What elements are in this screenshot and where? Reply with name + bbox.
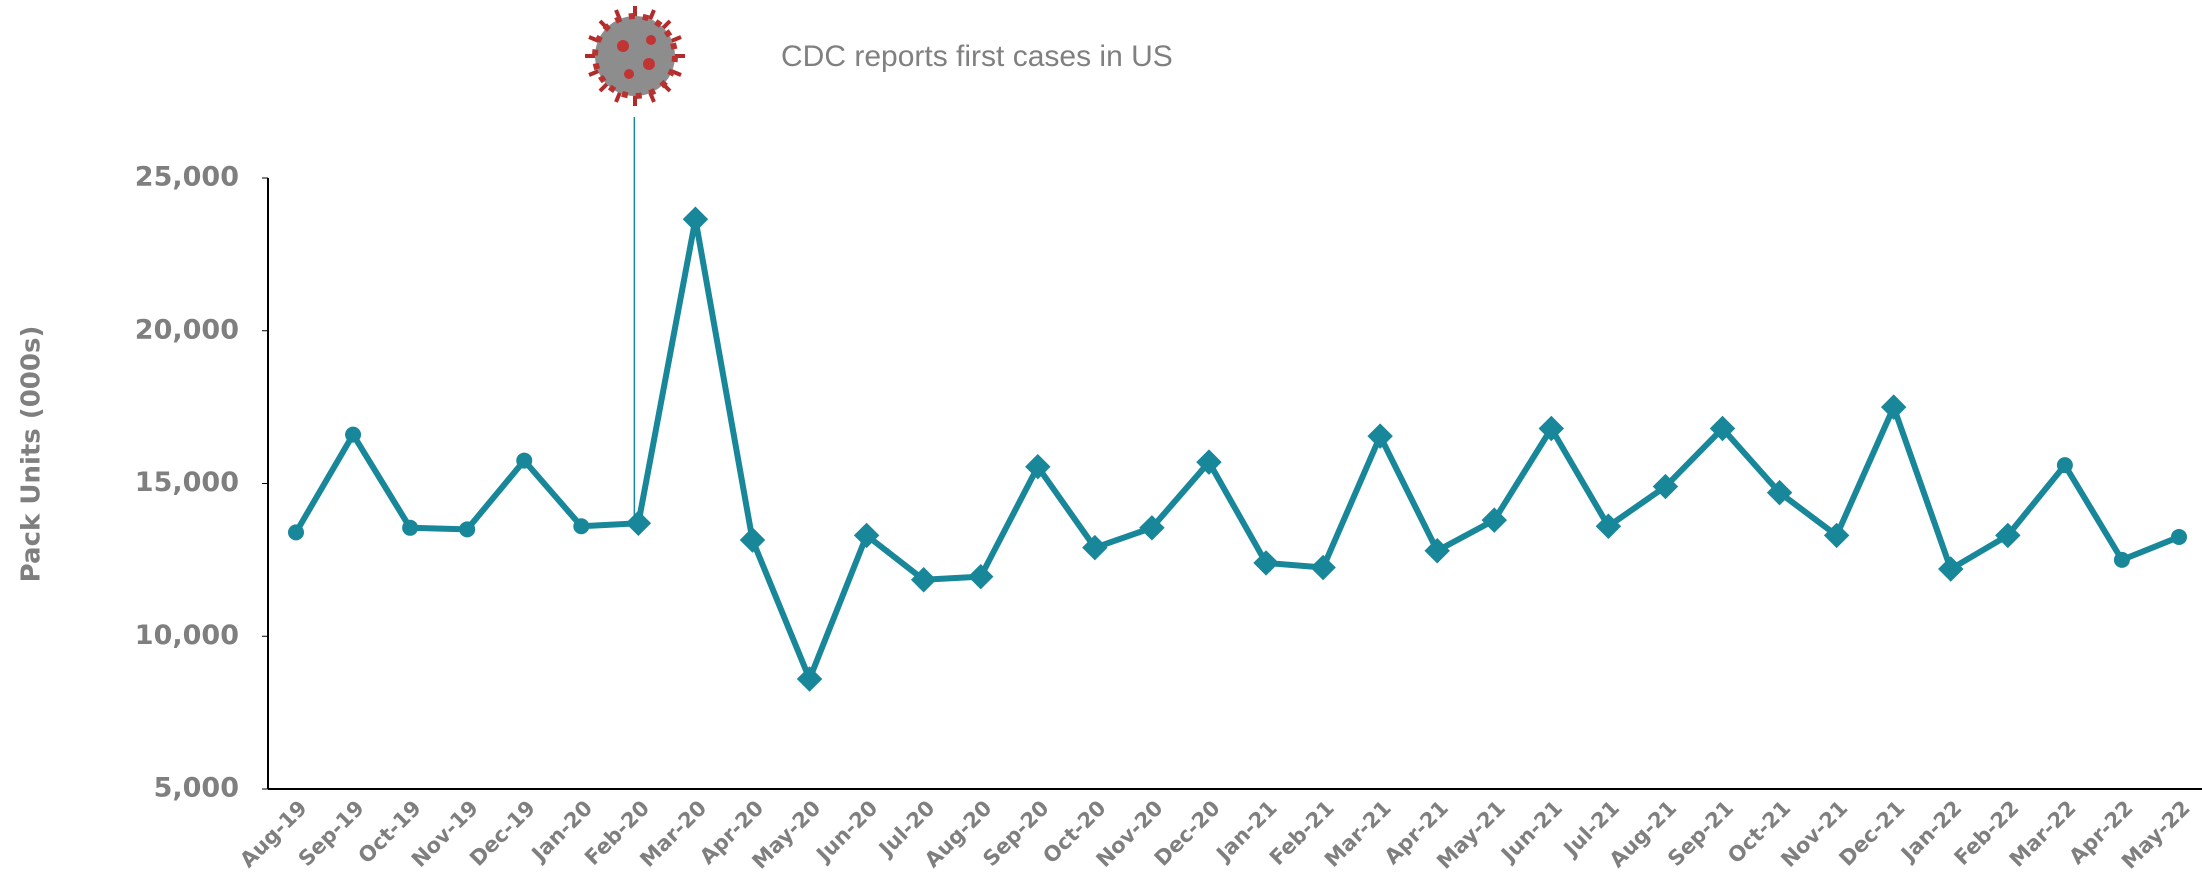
y-tick-label: 20,000	[135, 314, 239, 345]
marker	[1310, 555, 1335, 580]
data-line	[296, 219, 2179, 679]
marker	[402, 520, 418, 536]
page: Pack Units (000s) CDC reports first case…	[0, 0, 2202, 888]
y-tick-label: 5,000	[154, 773, 239, 804]
marker	[1424, 538, 1449, 563]
marker	[626, 510, 651, 535]
y-axis-title: Pack Units (000s)	[17, 326, 47, 583]
y-tick-label: 10,000	[135, 620, 239, 651]
x-tick-label: Jun-20	[811, 796, 883, 868]
marker	[345, 427, 361, 443]
annotation-text: CDC reports first cases in US	[781, 40, 1173, 73]
marker	[1253, 550, 1278, 575]
marker	[2057, 457, 2073, 473]
marker	[740, 527, 765, 552]
marker	[2171, 529, 2187, 545]
chart: Pack Units (000s) CDC reports first case…	[0, 0, 2202, 888]
virus-icon	[585, 6, 685, 106]
marker	[1881, 394, 1906, 419]
marker	[288, 524, 304, 540]
marker	[2114, 552, 2130, 568]
marker	[573, 518, 589, 534]
marker	[459, 521, 475, 537]
x-tick-label: Jun-21	[1495, 796, 1567, 868]
y-tick-label: 15,000	[135, 467, 239, 498]
y-tick-label: 25,000	[135, 162, 239, 193]
marker	[516, 453, 532, 469]
marker	[797, 666, 822, 691]
marker	[1938, 556, 1963, 581]
marker	[1367, 423, 1392, 448]
marker	[968, 564, 993, 589]
marker	[683, 207, 708, 232]
